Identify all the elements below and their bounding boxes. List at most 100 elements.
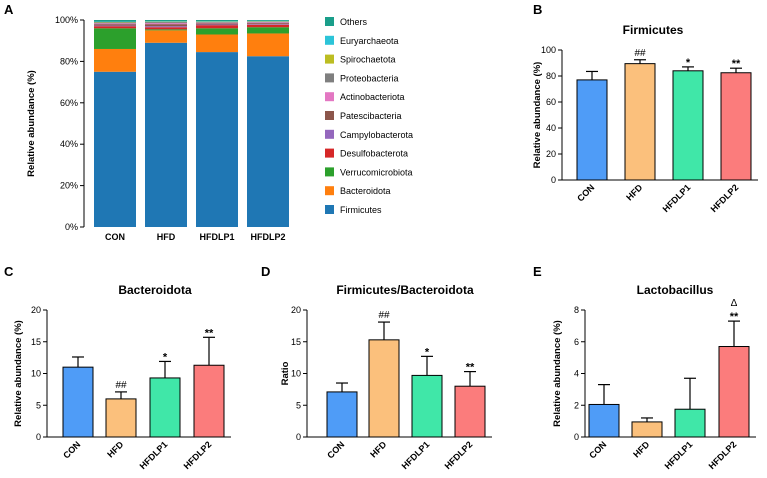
bar-c-hfdlp1	[149, 377, 181, 438]
category-label-a: HFDLP2	[250, 232, 285, 242]
y-tick-label-b: 20	[546, 149, 556, 159]
panel-letter-a: A	[4, 2, 14, 17]
category-label-e: HFDLP2	[707, 439, 739, 471]
stack-segment-others	[94, 20, 136, 22]
category-label-d: HFDLP1	[400, 439, 432, 471]
legend-label-euryarchaeota: Euryarchaeota	[340, 36, 399, 46]
legend-swatch-spirochaetota	[325, 54, 334, 64]
stack-segment-proteobacteria	[247, 21, 289, 23]
legend-swatch-firmicutes	[325, 205, 334, 214]
y-axis-label-a: Relative abundance (%)	[26, 70, 37, 177]
y-axis-label-e: Relative abundance (%)	[552, 320, 563, 427]
chart-title-e: Lactobacillus	[637, 283, 714, 297]
y-tick-label-e: 6	[574, 337, 579, 347]
y-tick-label-a: 60%	[60, 98, 78, 108]
panel-letter-c: C	[4, 264, 14, 279]
y-tick-label-b: 100	[541, 45, 556, 55]
legend-label-verrucomicrobiota: Verrucomicrobiota	[340, 167, 413, 177]
stack-segment-proteobacteria	[94, 22, 136, 24]
bar-e-con	[588, 403, 620, 438]
legend-swatch-others	[325, 17, 334, 26]
y-tick-label-b: 0	[551, 175, 556, 185]
category-label-e: HFD	[631, 439, 652, 460]
category-label-b: HFDLP2	[709, 182, 741, 214]
category-label-d: HFD	[368, 439, 389, 460]
legend-label-desulfobacterota: Desulfobacterota	[340, 149, 408, 159]
category-label-b: HFD	[624, 182, 645, 203]
legend-swatch-proteobacteria	[325, 73, 334, 83]
stack-segment-actinobacteriota	[247, 22, 289, 24]
significance-label-top-e: Δ	[731, 298, 738, 309]
stack-segment-bacteroidota	[247, 33, 289, 57]
y-tick-label-c: 15	[31, 337, 41, 347]
stack-segment-actinobacteriota	[94, 23, 136, 25]
y-tick-label-b: 80	[546, 71, 556, 81]
stack-segment-verrucomicrobiota	[247, 27, 289, 34]
stack-segment-campylobacterota	[94, 25, 136, 27]
legend-label-spirochaetota: Spirochaetota	[340, 55, 396, 65]
bar-e-hfd	[631, 421, 663, 438]
bar-d-hfd	[368, 339, 400, 438]
stack-segment-firmicutes	[94, 71, 136, 227]
stack-segment-firmicutes	[145, 42, 187, 227]
bar-c-hfd	[105, 398, 137, 438]
legend-label-others: Others	[340, 17, 368, 27]
stack-segment-campylobacterota	[247, 24, 289, 25]
bar-b-hfdlp2	[720, 72, 752, 181]
stack-segment-campylobacterota	[196, 24, 238, 26]
category-label-d: CON	[325, 439, 346, 460]
y-tick-label-a: 40%	[60, 139, 78, 149]
category-label-d: HFDLP2	[443, 439, 475, 471]
stack-segment-firmicutes	[247, 56, 289, 227]
y-tick-label-a: 0%	[65, 222, 78, 232]
y-tick-label-b: 40	[546, 123, 556, 133]
y-axis-label-b: Relative abundance (%)	[532, 62, 543, 169]
bar-b-hfd	[624, 63, 656, 181]
category-label-c: HFDLP2	[182, 439, 214, 471]
legend-label-actinobacteriota: Actinobacteriota	[340, 92, 405, 102]
stack-segment-actinobacteriota	[196, 22, 238, 24]
significance-label-d: ##	[378, 310, 390, 321]
category-label-a: HFDLP1	[199, 232, 234, 242]
bar-c-con	[62, 366, 94, 438]
category-label-a: HFD	[157, 232, 176, 242]
legend-label-bacteroidota: Bacteroidota	[340, 186, 391, 196]
stack-segment-bacteroidota	[196, 34, 238, 53]
bar-b-hfdlp1	[672, 70, 704, 181]
legend-label-patescibacteria: Patescibacteria	[340, 111, 402, 121]
y-tick-label-c: 5	[36, 400, 41, 410]
chart-title-b: Firmicutes	[623, 23, 684, 37]
category-label-c: CON	[61, 439, 82, 460]
category-label-e: HFDLP1	[663, 439, 695, 471]
y-tick-label-e: 0	[574, 432, 579, 442]
stack-segment-patescibacteria	[145, 24, 187, 27]
panel-letter-e: E	[533, 264, 542, 279]
legend-swatch-bacteroidota	[325, 186, 334, 196]
stack-segment-desulfobacterota	[247, 24, 289, 28]
legend-label-campylobacterota: Campylobacterota	[340, 130, 413, 140]
y-tick-label-a: 100%	[55, 15, 78, 25]
stack-segment-patescibacteria	[247, 23, 289, 25]
significance-label-c: ##	[115, 380, 127, 391]
legend-swatch-verrucomicrobiota	[325, 167, 334, 177]
y-tick-label-e: 4	[574, 369, 579, 379]
stack-segment-verrucomicrobiota	[196, 28, 238, 35]
legend-swatch-campylobacterota	[325, 129, 334, 139]
bar-b-con	[576, 79, 608, 181]
bar-d-hfdlp1	[411, 374, 443, 438]
significance-label-d: *	[425, 346, 430, 358]
chart-title-c: Bacteroidota	[118, 283, 192, 297]
significance-label-d: **	[466, 362, 475, 374]
y-tick-label-a: 80%	[60, 56, 78, 66]
y-tick-label-a: 20%	[60, 181, 78, 191]
y-tick-label-e: 8	[574, 305, 579, 315]
stack-segment-others	[145, 20, 187, 22]
stack-segment-verrucomicrobiota	[94, 28, 136, 49]
chart-title-d: Firmicutes/Bacteroidota	[336, 283, 474, 297]
category-label-b: CON	[575, 182, 596, 203]
y-axis-label-d: Ratio	[280, 361, 291, 385]
stack-segment-proteobacteria	[145, 22, 187, 24]
legend-swatch-desulfobacterota	[325, 148, 334, 158]
panel-b: B Firmicutes 0 20 40 60 80 100 Relative abundanc…	[532, 2, 758, 214]
